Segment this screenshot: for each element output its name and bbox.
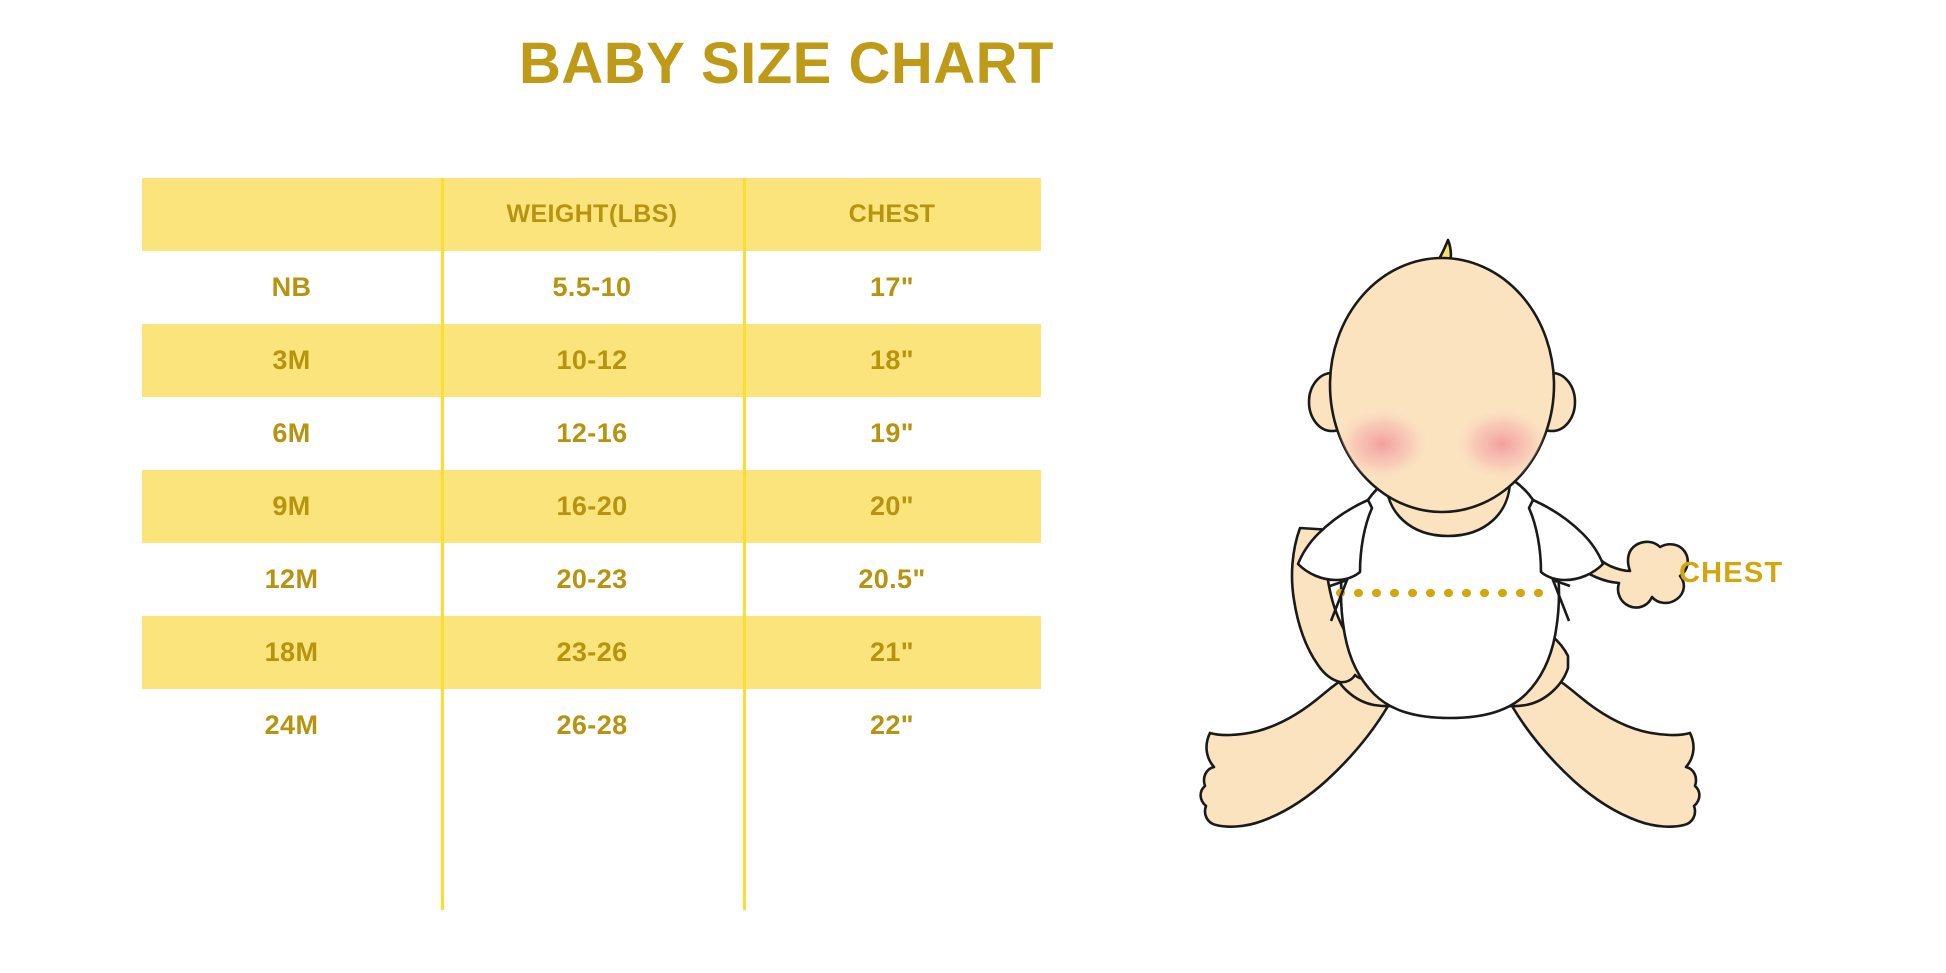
cell-size: 24M (264, 710, 319, 740)
table-row: 6M 12-16 19" (142, 397, 1041, 470)
size-chart-table-container: WEIGHT(LBS) CHEST NB 5.5-10 17" 3M 10-12 18" 6… (142, 178, 1041, 910)
cell-chest: 17" (869, 272, 915, 302)
baby-right-sleeve (1527, 498, 1605, 582)
table-header-row: WEIGHT(LBS) CHEST (142, 178, 1041, 251)
chest-measurement-label: CHEST (1679, 557, 1784, 589)
cell-chest: 20.5" (858, 564, 926, 594)
table-row: 3M 10-12 18" (142, 324, 1041, 397)
cell-size: 3M (272, 345, 311, 375)
page-title: BABY SIZE CHART (519, 31, 1054, 96)
column-header-chest: CHEST (848, 200, 936, 228)
cell-chest: 19" (869, 418, 915, 448)
baby-left-blush (1332, 406, 1432, 482)
baby-left-leg (1199, 654, 1390, 828)
column-header-size (142, 178, 441, 251)
baby-right-blush (1452, 406, 1552, 482)
cell-chest: 22" (869, 710, 915, 740)
baby-illustration-svg (1199, 238, 1701, 828)
table-row: 24M 26-28 22" (142, 689, 1041, 762)
cell-weight: 12-16 (556, 418, 628, 448)
cell-chest: 20" (869, 491, 915, 521)
column-divider-2 (743, 178, 746, 910)
table-body: NB 5.5-10 17" 3M 10-12 18" 6M 12-16 19" 9M 16-20 20… (142, 251, 1041, 762)
cell-chest: 18" (869, 345, 915, 375)
cell-size: 9M (272, 491, 311, 521)
cell-weight: 26-28 (556, 710, 628, 740)
table-row: NB 5.5-10 17" (142, 251, 1041, 324)
size-chart-table: WEIGHT(LBS) CHEST NB 5.5-10 17" 3M 10-12 18" 6… (142, 178, 1041, 762)
table-row: 18M 23-26 21" (142, 616, 1041, 689)
chest-measure-tick-right (1550, 577, 1571, 622)
cell-size: NB (271, 272, 312, 302)
cell-weight: 20-23 (556, 564, 628, 594)
cell-weight: 5.5-10 (552, 272, 632, 302)
baby-right-leg (1510, 654, 1701, 828)
cell-size: 12M (264, 564, 319, 594)
baby-left-sleeve (1296, 498, 1374, 582)
cell-weight: 23-26 (556, 637, 628, 667)
cell-weight: 16-20 (556, 491, 628, 521)
baby-illustration (1180, 228, 1720, 828)
table-row: 12M 20-23 20.5" (142, 543, 1041, 616)
table-header: WEIGHT(LBS) CHEST (142, 178, 1041, 251)
chest-measure-tick-left (1329, 577, 1350, 622)
table-row: 9M 16-20 20" (142, 470, 1041, 543)
column-divider-1 (441, 178, 444, 910)
cell-size: 6M (272, 418, 311, 448)
cell-chest: 21" (869, 637, 915, 667)
cell-size: 18M (264, 637, 319, 667)
cell-weight: 10-12 (556, 345, 628, 375)
column-header-weight: WEIGHT(LBS) (506, 200, 678, 228)
